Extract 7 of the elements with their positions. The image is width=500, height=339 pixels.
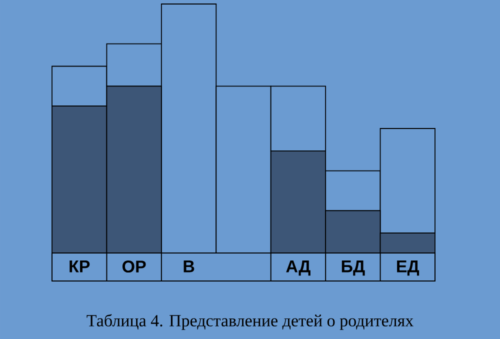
x-tick-label: В	[184, 260, 194, 272]
x-tick-label: ЕД	[397, 260, 420, 276]
x-tick-label: БД	[342, 260, 365, 276]
text: Таблица 4. Представление детей о родителях	[86, 314, 414, 330]
x-tick-label: КР	[70, 260, 90, 272]
x-tick-label: ОР	[122, 260, 146, 273]
x-tick-label: АД	[286, 260, 310, 276]
